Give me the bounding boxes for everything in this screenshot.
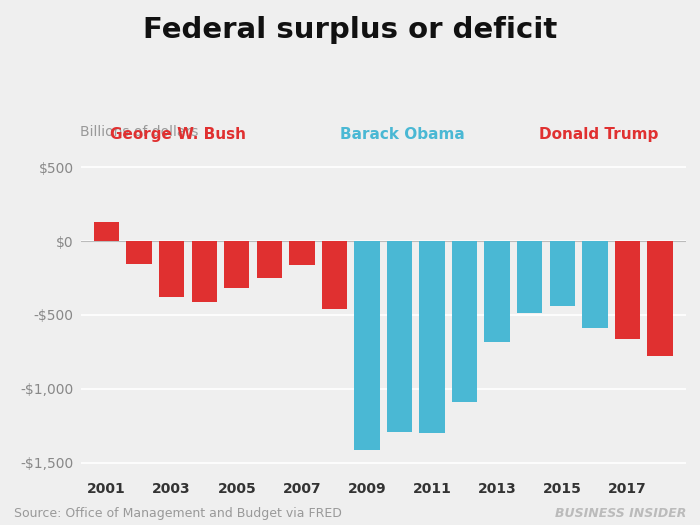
Bar [289, 241, 314, 265]
Text: George W. Bush: George W. Bush [111, 127, 246, 142]
Bar [224, 241, 249, 288]
Bar [257, 241, 282, 278]
Bar [648, 241, 673, 356]
Text: BUSINESS INSIDER: BUSINESS INSIDER [554, 507, 686, 520]
Text: Federal surplus or deficit: Federal surplus or deficit [143, 16, 557, 44]
Bar [582, 241, 608, 328]
Bar [322, 241, 347, 309]
Bar [484, 241, 510, 342]
Bar [387, 241, 412, 433]
Bar [452, 241, 477, 402]
Bar [354, 241, 379, 450]
Bar [517, 241, 542, 313]
Text: Billions of dollars: Billions of dollars [80, 125, 199, 139]
Bar [419, 241, 445, 433]
Bar [192, 241, 217, 302]
Bar [94, 222, 119, 241]
Bar [159, 241, 184, 297]
Text: Barack Obama: Barack Obama [340, 127, 465, 142]
Bar [615, 241, 640, 339]
Text: Donald Trump: Donald Trump [539, 127, 658, 142]
Bar [127, 241, 152, 265]
Bar [550, 241, 575, 306]
Text: Source: Office of Management and Budget via FRED: Source: Office of Management and Budget … [14, 507, 342, 520]
